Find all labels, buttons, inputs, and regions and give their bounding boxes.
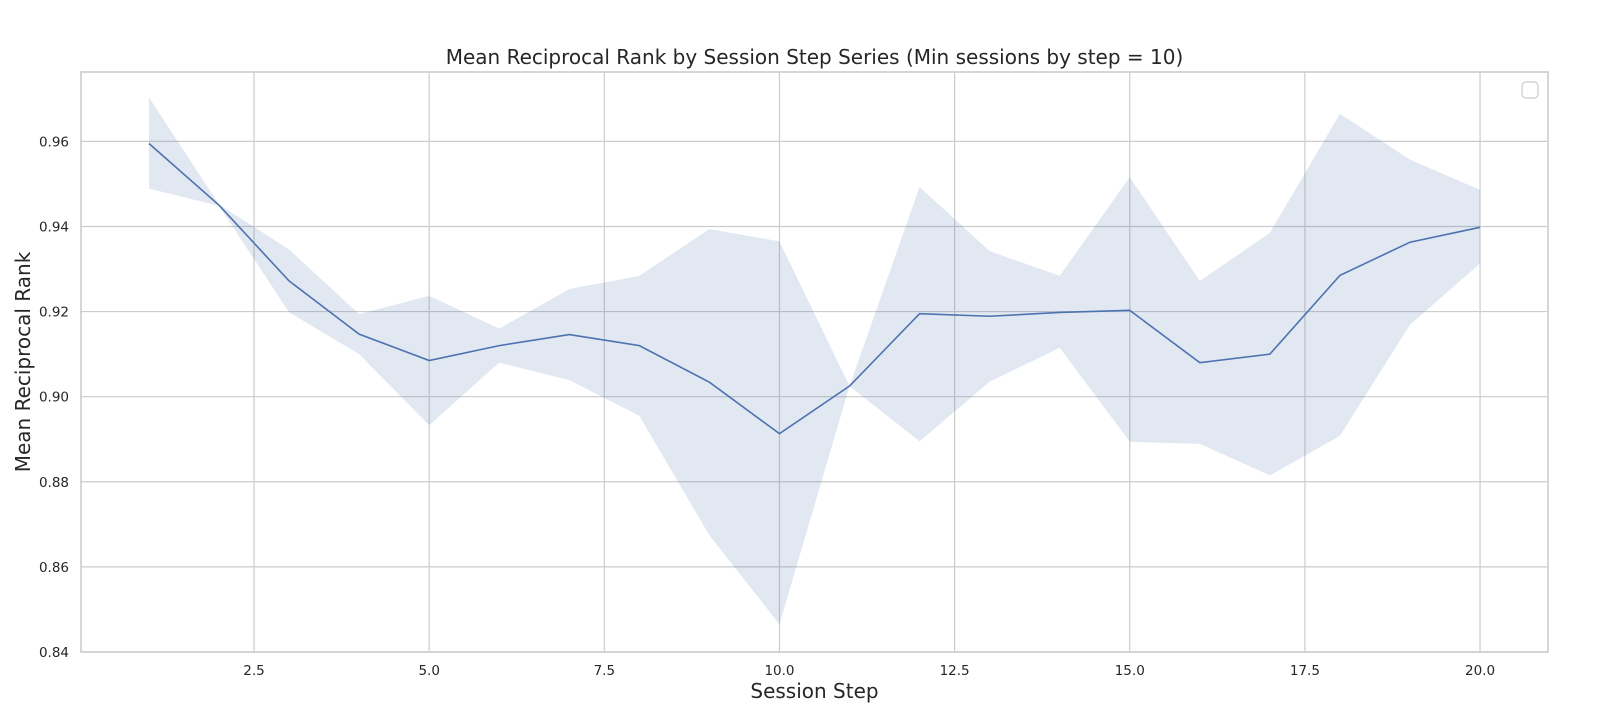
plot-area: [80, 71, 1549, 653]
x-tick-label: 17.5: [1290, 663, 1320, 679]
x-tick-label: 5.0: [418, 663, 439, 679]
confidence-band: [148, 97, 1481, 625]
legend: [1521, 81, 1539, 99]
x-tick-label: 15.0: [1115, 663, 1145, 679]
y-axis-label: Mean Reciprocal Rank: [11, 251, 35, 472]
series-line: [148, 142, 1481, 435]
x-tick-label: 2.5: [243, 663, 264, 679]
y-tick-label: 0.92: [39, 305, 69, 321]
x-tick-label: 12.5: [940, 663, 970, 679]
chart-title: Mean Reciprocal Rank by Session Step Ser…: [446, 45, 1184, 69]
y-tick-label: 0.88: [39, 475, 69, 491]
y-tick-label: 0.90: [39, 390, 69, 406]
x-tick-label: 10.0: [764, 663, 794, 679]
x-axis-label: Session Step: [750, 679, 878, 703]
x-tick-labels: 2.5 5.0 7.5 10.0 12.5 15.0 17.5 20.0: [243, 663, 1495, 679]
y-tick-label: 0.94: [39, 219, 69, 235]
y-tick-label: 0.96: [39, 134, 69, 150]
series-points: [148, 143, 1481, 434]
y-tick-label: 0.84: [39, 645, 69, 661]
y-tick-labels: 0.84 0.86 0.88 0.90 0.92 0.94 0.96: [39, 134, 69, 661]
y-tick-label: 0.86: [39, 560, 69, 576]
x-tick-label: 7.5: [594, 663, 615, 679]
x-tick-label: 20.0: [1465, 663, 1495, 679]
x-gridlines: [253, 72, 1481, 652]
